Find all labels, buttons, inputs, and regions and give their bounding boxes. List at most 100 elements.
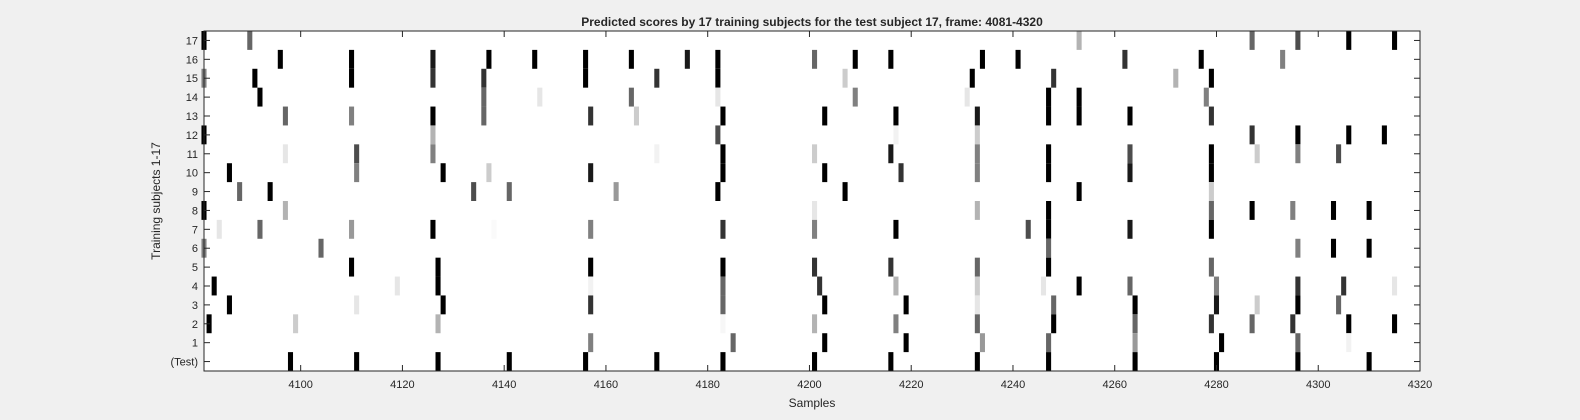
heatmap-cell	[974, 352, 980, 371]
heatmap-cell	[628, 49, 634, 69]
heatmap-cell	[537, 87, 543, 107]
heatmap-cell	[588, 295, 594, 315]
x-tick-label: 4240	[1001, 379, 1025, 391]
heatmap-cell	[1254, 295, 1260, 315]
x-axis-label: Samples	[789, 396, 836, 410]
heatmap-cell	[1076, 276, 1082, 296]
heatmap-cell	[354, 163, 360, 183]
heatmap-cell	[267, 182, 273, 201]
heatmap-cell	[974, 163, 980, 183]
heatmap-cell	[1346, 125, 1352, 145]
heatmap-cell	[1249, 125, 1255, 145]
heatmap-cell	[1046, 238, 1052, 258]
heatmap-cell	[903, 333, 909, 353]
heatmap-cell	[486, 49, 492, 69]
x-tick-label: 4120	[390, 379, 414, 391]
heatmap-cell	[903, 295, 909, 315]
heatmap-cell	[1213, 295, 1220, 315]
heatmap-cell	[1295, 295, 1301, 315]
y-tick-label: 13	[186, 111, 198, 123]
heatmap-cell	[1127, 219, 1133, 239]
heatmap-cell	[211, 276, 217, 296]
x-tick-label: 4140	[492, 379, 516, 391]
heatmap-cell	[715, 125, 721, 145]
heatmap-cell	[1076, 106, 1082, 126]
heatmap-cell	[471, 182, 477, 201]
heatmap-cell	[430, 106, 436, 126]
x-tick-label: 4180	[695, 379, 719, 391]
heatmap-cell	[282, 106, 288, 126]
heatmap-cell	[715, 68, 721, 88]
heatmap-cell	[1392, 31, 1398, 50]
heatmap-cell	[654, 144, 660, 164]
y-tick-label: 3	[192, 300, 198, 312]
heatmap-cell	[1392, 314, 1398, 334]
heatmap-cell	[1127, 276, 1133, 296]
y-tick-label: 16	[186, 54, 198, 66]
heatmap-cell	[1249, 31, 1255, 50]
heatmap-cell	[1132, 352, 1138, 371]
heatmap-cell	[349, 68, 355, 88]
heatmap-cell	[1336, 295, 1342, 315]
heatmap-cell	[898, 163, 904, 183]
heatmap-cell	[435, 352, 441, 371]
heatmap-cell	[1213, 276, 1220, 296]
heatmap-cell	[1330, 238, 1337, 258]
y-tick-label: 1	[192, 338, 198, 350]
heatmap-cell	[1208, 182, 1214, 201]
heatmap-cell	[354, 144, 360, 164]
heatmap-cell	[1025, 219, 1031, 239]
heatmap-cell	[277, 49, 283, 69]
heatmap-cell	[1295, 31, 1301, 50]
heatmap-cell	[247, 31, 253, 50]
heatmap-cell	[1040, 276, 1047, 296]
y-tick-label: 9	[192, 187, 198, 199]
heatmap-cell	[257, 87, 263, 107]
heatmap-cell	[1203, 87, 1209, 107]
heatmap-cell	[812, 314, 818, 334]
x-tick-label: 4200	[797, 379, 821, 391]
heatmap-cell	[257, 219, 263, 239]
heatmap-cell	[491, 219, 497, 239]
heatmap-cell	[720, 352, 726, 371]
heatmap-cell	[720, 144, 726, 164]
heatmap-cell	[852, 49, 858, 69]
heatmap-cell	[430, 219, 436, 239]
heatmap-cell	[852, 87, 858, 107]
heatmap-cell	[1208, 201, 1214, 220]
heatmap-cell	[822, 333, 828, 353]
heatmap-cell	[893, 125, 899, 145]
heatmap-cell	[1295, 144, 1301, 164]
heatmap-cell	[730, 333, 736, 353]
heatmap-cell	[812, 352, 818, 371]
heatmap-cell	[481, 68, 487, 88]
heatmap-cell	[1219, 333, 1225, 353]
heatmap-cell	[532, 49, 538, 69]
heatmap-cell	[974, 106, 980, 126]
heatmap-cell	[237, 182, 243, 201]
plot-area	[204, 31, 1420, 371]
heatmap-cell	[435, 257, 441, 277]
heatmap-cell	[1051, 314, 1057, 334]
heatmap-cell	[893, 276, 899, 296]
heatmap-cell	[893, 314, 899, 334]
heatmap-cell	[812, 49, 818, 69]
heatmap-cell	[486, 163, 492, 183]
heatmap-cell	[888, 257, 894, 277]
heatmap-cell	[1046, 201, 1052, 220]
y-tick-label: 8	[192, 205, 198, 217]
heatmap-cell	[1341, 276, 1347, 296]
heatmap-cell	[979, 49, 985, 69]
heatmap-cell	[974, 201, 980, 220]
heatmap-cell	[1290, 314, 1296, 334]
heatmap-cell	[888, 352, 894, 371]
chart-title: Predicted scores by 17 training subjects…	[581, 15, 1043, 29]
heatmap-cell	[1046, 352, 1052, 371]
plot-frame	[203, 30, 1421, 372]
heatmap-cell	[1046, 257, 1052, 277]
heatmap-cell	[684, 49, 690, 69]
heatmap-cell	[1132, 295, 1138, 315]
y-tick-label: 14	[186, 92, 198, 104]
heatmap-cell	[1213, 352, 1220, 371]
heatmap-cell	[588, 257, 594, 277]
